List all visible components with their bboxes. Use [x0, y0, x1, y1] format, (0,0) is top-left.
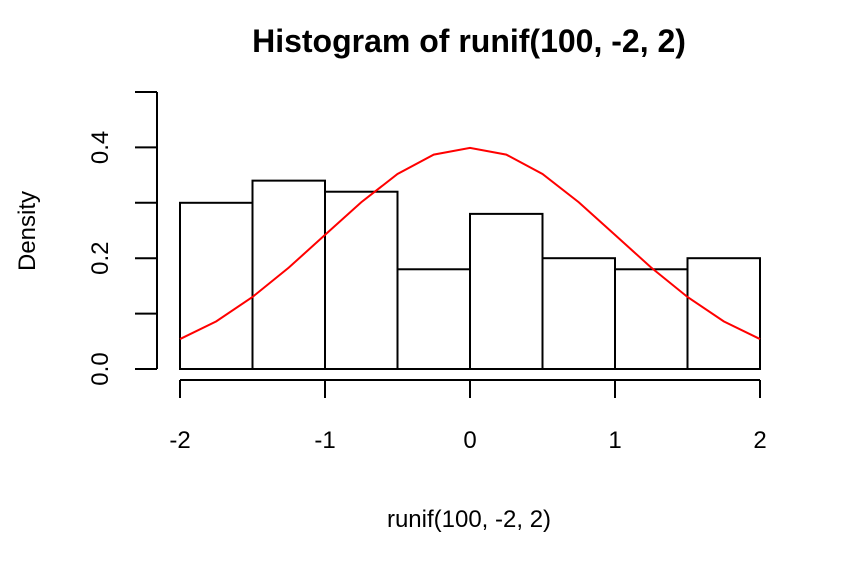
y-tick-label: 0.4: [87, 131, 114, 164]
y-tick-label: 0.2: [87, 242, 114, 275]
histogram-bar: [396, 268, 471, 370]
x-axis: -2 -1 0 1 2: [169, 379, 767, 454]
histogram-bar: [686, 257, 761, 371]
histogram-bar: [179, 201, 254, 370]
histogram-bar: [541, 257, 616, 371]
y-axis: 0.0 0.2 0.4: [87, 91, 158, 386]
normal-density-curve: [179, 146, 761, 340]
histogram-bar: [614, 268, 689, 370]
x-tick-label: 2: [753, 427, 766, 454]
y-axis-label: Density: [14, 191, 41, 271]
chart-title: Histogram of runif(100, -2, 2): [252, 23, 686, 59]
x-tick-label: 0: [463, 427, 476, 454]
histogram-bar: [324, 190, 399, 370]
y-tick-label: 0.0: [87, 352, 114, 385]
x-tick-label: -1: [314, 427, 335, 454]
histogram-bar: [469, 212, 544, 370]
histogram-bars: [179, 179, 761, 371]
histogram-bar: [251, 179, 326, 370]
x-tick-label: -2: [169, 427, 190, 454]
x-axis-label: runif(100, -2, 2): [387, 506, 551, 533]
x-tick-label: 1: [608, 427, 621, 454]
